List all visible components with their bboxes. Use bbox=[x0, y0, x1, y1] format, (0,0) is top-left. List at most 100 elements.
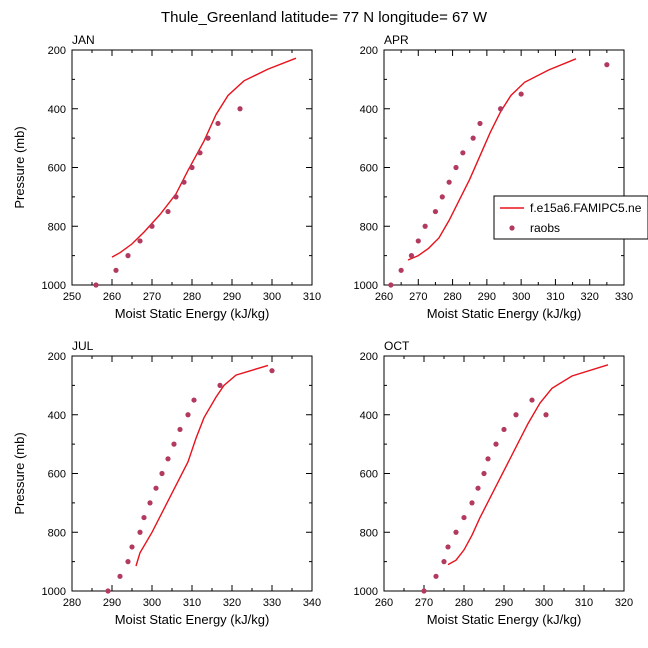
y-tick-label: 800 bbox=[48, 221, 66, 233]
obs-point bbox=[461, 514, 467, 521]
obs-point bbox=[181, 179, 187, 185]
obs-point bbox=[408, 253, 415, 259]
x-tick-label: 310 bbox=[183, 597, 201, 609]
model-line bbox=[407, 58, 577, 261]
obs-point bbox=[137, 529, 143, 535]
obs-point bbox=[113, 267, 119, 273]
x-tick-label: 300 bbox=[143, 597, 161, 609]
obs-point bbox=[173, 194, 179, 200]
plot-frame bbox=[383, 49, 625, 286]
panel-oct: OCT 260 270 280 290 300 310 320 200 400 600 800 1000… bbox=[354, 339, 634, 627]
y-tick-label: 400 bbox=[48, 410, 66, 422]
obs-point bbox=[137, 238, 143, 244]
x-tick-label: 330 bbox=[263, 597, 281, 609]
panel-label: OCT bbox=[384, 339, 410, 353]
obs-point bbox=[453, 164, 459, 171]
y-tick-label: 600 bbox=[48, 163, 66, 175]
obs-point bbox=[398, 267, 404, 273]
y-tick-label: 200 bbox=[360, 45, 378, 57]
obs-point bbox=[475, 485, 481, 491]
panel-jan: JAN 250 260 270 280 290 300 310 200 400 600 800 1000… bbox=[12, 33, 321, 321]
obs-point bbox=[481, 470, 487, 477]
plot-frame bbox=[383, 355, 625, 592]
legend-model-label: f.e15a6.FAMIPC5.ne bbox=[530, 201, 642, 215]
x-tick-label: 320 bbox=[615, 597, 633, 609]
obs-point bbox=[129, 544, 135, 550]
obs-point bbox=[415, 238, 421, 244]
legend-obs-label: raobs bbox=[530, 221, 560, 235]
obs-point bbox=[105, 588, 111, 594]
obs-point bbox=[177, 426, 183, 433]
x-tick-label: 270 bbox=[143, 291, 161, 303]
y-tick-label: 200 bbox=[48, 351, 66, 363]
obs-point bbox=[529, 397, 535, 403]
obs-point bbox=[604, 62, 610, 68]
obs-point bbox=[501, 426, 507, 433]
panel-label: JAN bbox=[72, 33, 95, 47]
obs-point bbox=[477, 120, 483, 127]
obs-point bbox=[149, 223, 155, 229]
obs-point bbox=[432, 208, 439, 215]
x-tick-label: 250 bbox=[63, 291, 81, 303]
obs-point bbox=[217, 382, 223, 388]
obs-point bbox=[153, 485, 159, 491]
obs-point bbox=[493, 441, 499, 447]
panel-apr: APR 260 270 280 290 300 310 320 330 200 400 600 800 1… bbox=[354, 33, 634, 321]
x-axis-label: Moist Static Energy (kJ/kg) bbox=[427, 306, 582, 321]
x-axis-label: Moist Static Energy (kJ/kg) bbox=[115, 612, 270, 627]
x-tick-label: 300 bbox=[512, 291, 530, 303]
x-tick-label: 310 bbox=[575, 597, 593, 609]
model-line bbox=[447, 364, 609, 566]
obs-point bbox=[165, 456, 171, 462]
figure-title: Thule_Greenland latitude= 77 N longitude… bbox=[161, 9, 488, 26]
obs-point bbox=[388, 282, 394, 288]
y-tick-label: 600 bbox=[360, 469, 378, 481]
obs-point bbox=[421, 588, 427, 594]
x-tick-label: 260 bbox=[375, 597, 393, 609]
y-tick-label: 1000 bbox=[42, 586, 66, 598]
y-tick-label: 400 bbox=[360, 410, 378, 422]
x-tick-label: 280 bbox=[455, 597, 473, 609]
obs-point bbox=[171, 441, 177, 447]
y-tick-label: 1000 bbox=[354, 586, 378, 598]
y-tick-label: 200 bbox=[360, 351, 378, 363]
obs-point bbox=[441, 559, 447, 565]
y-tick-label: 400 bbox=[360, 104, 378, 116]
obs-point bbox=[215, 120, 221, 127]
model-line bbox=[111, 57, 297, 258]
obs-point bbox=[446, 179, 452, 185]
y-tick-label: 600 bbox=[48, 469, 66, 481]
x-axis-label: Moist Static Energy (kJ/kg) bbox=[115, 306, 270, 321]
obs-point bbox=[125, 559, 131, 565]
x-tick-label: 320 bbox=[223, 597, 241, 609]
y-tick-label: 1000 bbox=[42, 280, 66, 292]
x-tick-label: 280 bbox=[183, 291, 201, 303]
y-tick-label: 200 bbox=[48, 45, 66, 57]
panel-label: JUL bbox=[72, 339, 94, 353]
y-tick-label: 800 bbox=[360, 527, 378, 539]
y-axis-label: Pressure (mb) bbox=[12, 126, 27, 208]
obs-point bbox=[189, 164, 195, 171]
obs-point bbox=[433, 573, 439, 579]
y-tick-label: 400 bbox=[48, 104, 66, 116]
obs-point bbox=[191, 397, 197, 403]
y-tick-label: 800 bbox=[48, 527, 66, 539]
obs-point bbox=[453, 529, 459, 535]
y-tick-label: 800 bbox=[360, 221, 378, 233]
obs-point bbox=[543, 412, 549, 418]
y-axis-label: Pressure (mb) bbox=[12, 432, 27, 514]
obs-point bbox=[117, 573, 123, 579]
obs-point bbox=[513, 412, 519, 418]
obs-point bbox=[485, 456, 491, 462]
y-tick-label: 1000 bbox=[354, 280, 378, 292]
x-tick-label: 280 bbox=[443, 291, 461, 303]
x-tick-label: 260 bbox=[103, 291, 121, 303]
obs-point bbox=[439, 194, 445, 200]
obs-point bbox=[269, 368, 275, 374]
model-line bbox=[135, 364, 269, 567]
x-tick-label: 340 bbox=[303, 597, 321, 609]
obs-point bbox=[159, 470, 165, 477]
legend-box bbox=[493, 195, 648, 240]
x-tick-label: 280 bbox=[63, 597, 81, 609]
